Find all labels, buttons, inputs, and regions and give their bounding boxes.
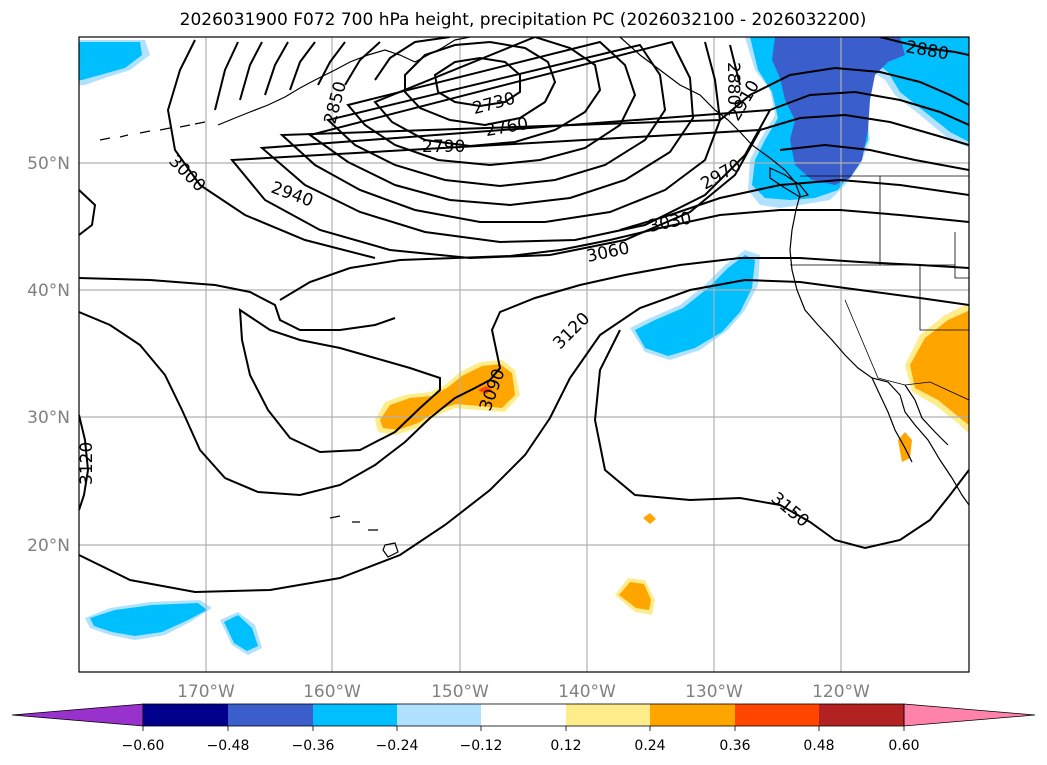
colorbar-tick-label: −0.12 (460, 738, 503, 754)
colorbar-ticks (142, 726, 905, 731)
colorbar-tick-label: −0.60 (122, 738, 165, 754)
map-frame (78, 36, 970, 673)
colorbar-segment (397, 704, 481, 726)
contour-2760 (404, 40, 557, 127)
colorbar-segment (566, 704, 650, 726)
colorbar-tick-label: −0.24 (376, 738, 419, 754)
colorbar-tick-label: 0.60 (888, 738, 919, 754)
colorbar-tick-label: 0.24 (634, 738, 665, 754)
colorbar-extend-low (11, 703, 144, 727)
precip-positive-mid-south (619, 582, 651, 610)
colorbar-frame (142, 703, 905, 727)
lon-label-120w: 120°W (812, 682, 870, 702)
height-contours (79, 37, 969, 594)
lon-label-130w: 130°W (685, 682, 743, 702)
lon-label-170w: 170°W (177, 682, 235, 702)
colorbar-segment (481, 704, 566, 726)
contour-2880-right (879, 37, 969, 56)
lon-label-160w: 160°W (303, 682, 361, 702)
contour-2940 (239, 41, 969, 244)
coast-vancouver-island (769, 167, 810, 198)
lat-label-30n: 30°N (27, 408, 70, 428)
precip-negative-mid-sw2 (224, 615, 258, 651)
coast-west-north-america (751, 144, 969, 506)
colorbar-segment (735, 704, 819, 726)
contour-label-2880: 2880 (723, 62, 743, 105)
coast-hawaii (329, 515, 399, 558)
colorbar-tick-labels: −0.60 −0.48 −0.36 −0.24 −0.12 0.12 0.24 … (122, 738, 920, 754)
contour-label-2790: 2790 (422, 137, 465, 157)
colorbar-tick-label: 0.12 (550, 738, 581, 754)
lon-label-150w: 150°W (431, 682, 489, 702)
coast-baja (871, 377, 949, 463)
colorbar-segment (143, 704, 228, 726)
contour-3090 (79, 257, 969, 497)
colorbar-segment (650, 704, 735, 726)
lat-label-50n: 50°N (27, 154, 70, 174)
precip-negative-mid-ca (635, 255, 755, 356)
map-area: 2730 2760 2790 2850 2880 2880 2910 2940 … (77, 37, 969, 672)
coast-aleutians (99, 121, 206, 141)
precip-negative-mid-sw (90, 603, 207, 636)
map-title: 2026031900 F072 700 hPa height, precipit… (180, 10, 867, 30)
contour-3000 (166, 39, 969, 259)
graticule (79, 37, 969, 672)
colorbar-tick-label: 0.36 (719, 738, 750, 754)
precip-positive-strong-central (478, 386, 492, 394)
precip-positive-small (643, 513, 656, 524)
colorbar-tick-label: 0.48 (803, 738, 834, 754)
precipitation-shading (79, 37, 969, 655)
contour-3060-loop (79, 277, 396, 331)
lat-label-40n: 40°N (27, 281, 70, 301)
contour-2880 (289, 40, 695, 207)
precip-positive-mid-mexico (910, 310, 969, 426)
colorbar-tick-label: −0.48 (207, 738, 250, 754)
colorbar: −0.60 −0.48 −0.36 −0.24 −0.12 0.12 0.24 … (11, 703, 1036, 754)
colorbar-extend-high (903, 703, 1036, 727)
border-states (790, 176, 969, 401)
contour-3030 (79, 178, 969, 236)
contour-3150 (593, 329, 969, 550)
contour-3060 (279, 209, 969, 301)
colorbar-segment (228, 704, 313, 726)
contour-3090-inner (238, 308, 441, 454)
contour-3120-main (79, 278, 969, 594)
colorbar-tick-label: −0.36 (292, 738, 335, 754)
colorbar-segment (313, 704, 397, 726)
lon-label-140w: 140°W (558, 682, 616, 702)
lat-label-20n: 20°N (27, 536, 70, 556)
contour-3120 (79, 414, 90, 511)
longitude-labels: 170°W 160°W 150°W 140°W 130°W 120°W (177, 682, 870, 702)
precip-negative-topleft-mid (79, 42, 142, 80)
contour-label-3120-left: 3120 (77, 442, 97, 485)
coast-alaska-panhandle (619, 37, 753, 146)
colorbar-segment (819, 704, 904, 726)
latitude-labels: 50°N 40°N 30°N 20°N (27, 154, 70, 556)
